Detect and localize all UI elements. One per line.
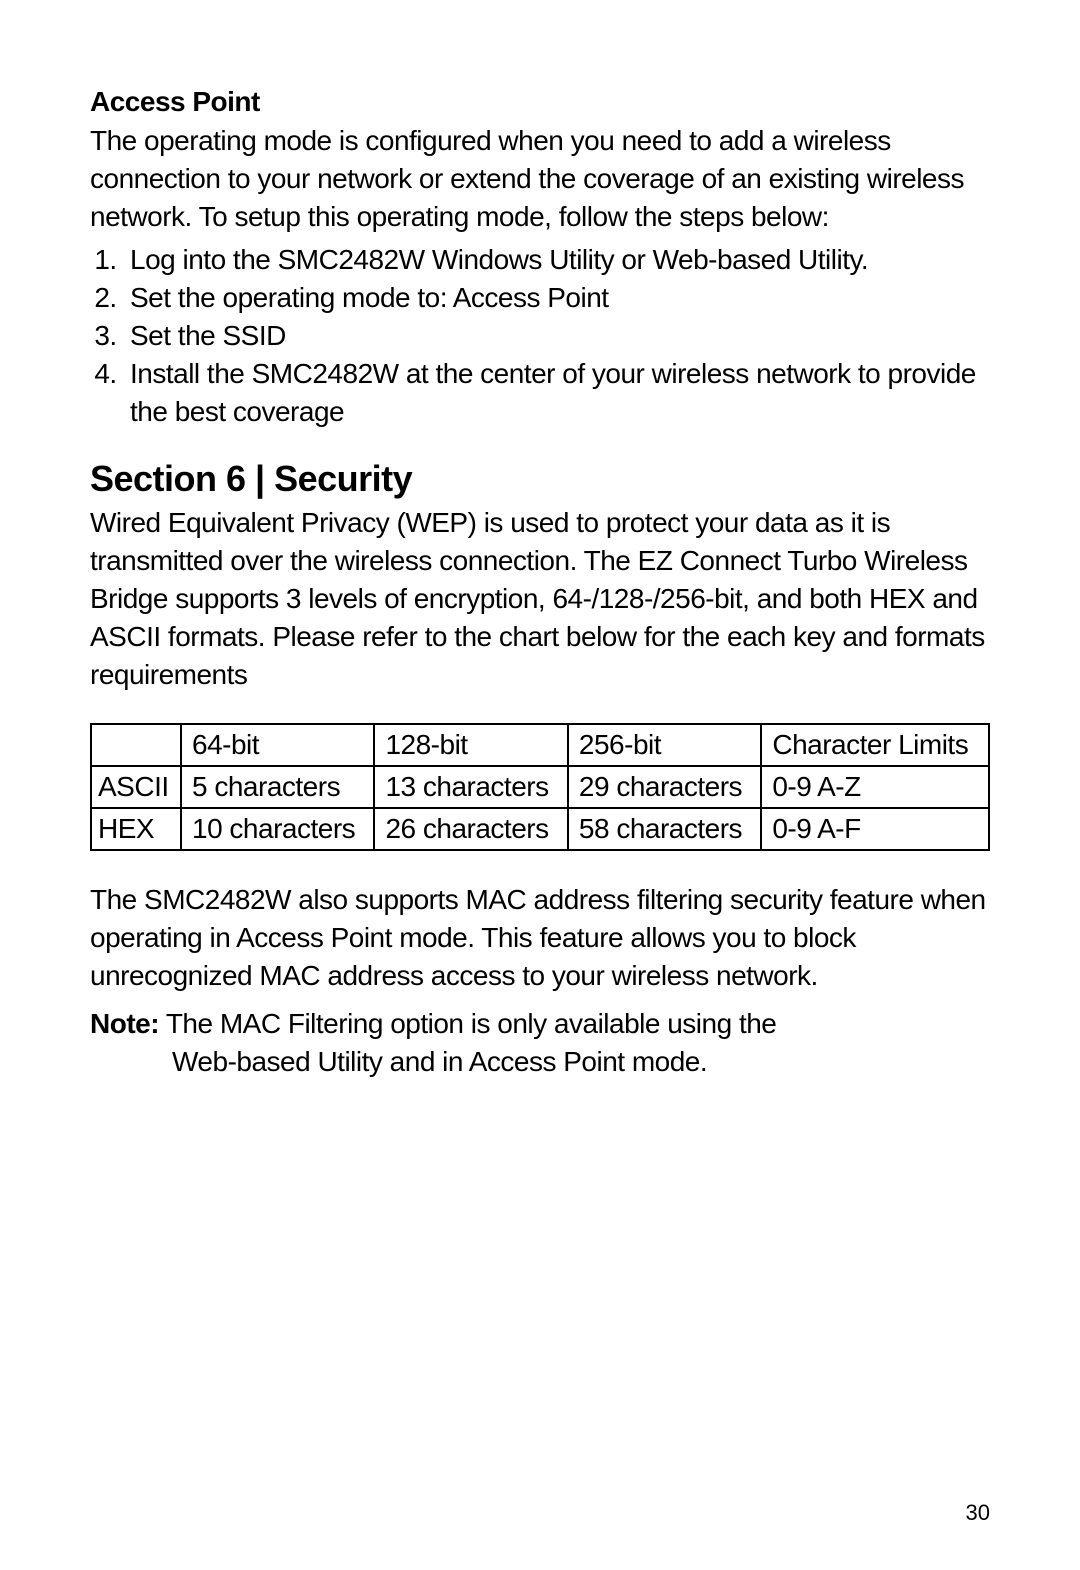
table-cell: 0-9 A-F [761, 808, 989, 850]
table-cell: Character Limits [761, 724, 989, 766]
table-cell: 0-9 A-Z [761, 766, 989, 808]
page-number: 30 [966, 1500, 990, 1526]
access-point-intro: The operating mode is configured when yo… [90, 122, 990, 235]
note-label: Note: [90, 1008, 159, 1039]
table-cell: 58 characters [568, 808, 761, 850]
table-row: ASCII 5 characters 13 characters 29 char… [91, 766, 989, 808]
list-item: Set the operating mode to: Access Point [124, 279, 990, 317]
note-line-2: Web-based Utility and in Access Point mo… [90, 1043, 990, 1081]
security-intro: Wired Equivalent Privacy (WEP) is used t… [90, 504, 990, 693]
note-line-1: The MAC Filtering option is only availab… [159, 1008, 776, 1039]
list-item: Set the SSID [124, 317, 990, 355]
access-point-heading: Access Point [90, 86, 990, 118]
table-cell: 128-bit [374, 724, 567, 766]
table-cell: 10 characters [181, 808, 374, 850]
table-cell: HEX [91, 808, 181, 850]
table-cell: 29 characters [568, 766, 761, 808]
encryption-key-table: 64-bit 128-bit 256-bit Character Limits … [90, 723, 990, 851]
table-cell: 64-bit [181, 724, 374, 766]
table-cell: 5 characters [181, 766, 374, 808]
table-cell: 256-bit [568, 724, 761, 766]
table-cell: ASCII [91, 766, 181, 808]
table-row: HEX 10 characters 26 characters 58 chara… [91, 808, 989, 850]
table-row: 64-bit 128-bit 256-bit Character Limits [91, 724, 989, 766]
security-section-title: Section 6 | Security [90, 458, 990, 500]
security-mac-filter-para: The SMC2482W also supports MAC address f… [90, 881, 990, 994]
document-page: Access Point The operating mode is confi… [0, 0, 1080, 1570]
table-cell [91, 724, 181, 766]
table-cell: 13 characters [374, 766, 567, 808]
list-item: Install the SMC2482W at the center of yo… [124, 355, 990, 431]
table-cell: 26 characters [374, 808, 567, 850]
list-item: Log into the SMC2482W Windows Utility or… [124, 241, 990, 279]
access-point-steps: Log into the SMC2482W Windows Utility or… [90, 241, 990, 430]
security-note: Note: The MAC Filtering option is only a… [90, 1005, 990, 1081]
